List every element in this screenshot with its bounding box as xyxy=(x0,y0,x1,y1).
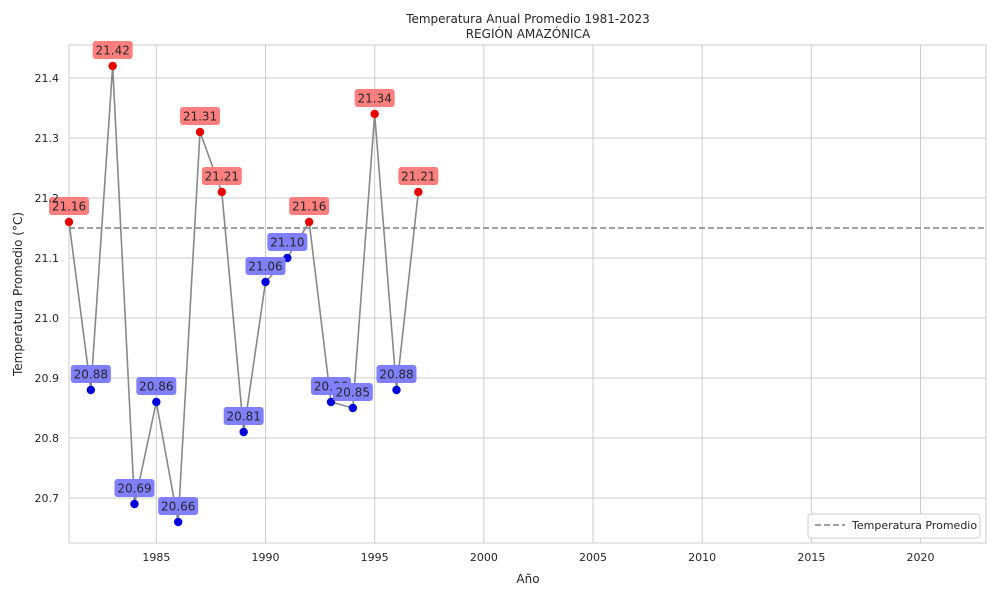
x-tick-label: 2005 xyxy=(579,551,607,564)
axis-ticks: 1985 1990 1995 2000 2005 2010 2015 2020 20.7 20.8… xyxy=(35,72,935,564)
x-tick-label: 2010 xyxy=(688,551,716,564)
x-tick-label: 1995 xyxy=(361,551,389,564)
chart-title: Temperatura Anual Promedio 1981-2023 xyxy=(405,12,650,26)
data-label: 20.88 xyxy=(74,368,108,382)
data-label: 21.21 xyxy=(401,170,435,184)
data-label: 21.06 xyxy=(248,260,282,274)
y-tick-label: 21.3 xyxy=(35,132,60,145)
x-axis-label: Año xyxy=(516,572,539,586)
x-tick-label: 1985 xyxy=(142,551,170,564)
data-point xyxy=(261,277,270,287)
legend-box xyxy=(807,513,981,539)
y-tick-label: 21.4 xyxy=(35,72,60,85)
data-label-box xyxy=(223,407,264,425)
data-label-box xyxy=(332,383,373,401)
data-label-box xyxy=(398,167,439,185)
data-label: 21.10 xyxy=(270,236,304,250)
data-label-box xyxy=(92,41,133,59)
data-point xyxy=(414,187,423,197)
plot-frame xyxy=(68,44,987,544)
data-point xyxy=(370,109,379,119)
data-label: 20.69 xyxy=(117,482,151,496)
data-label: 21.31 xyxy=(183,110,217,124)
data-label-box xyxy=(70,365,111,383)
y-tick-label: 21.2 xyxy=(35,192,60,205)
data-point xyxy=(392,385,401,395)
data-point xyxy=(130,499,139,509)
data-label: 20.86 xyxy=(139,380,173,394)
data-label-box xyxy=(245,257,286,275)
data-label-box xyxy=(136,377,177,395)
data-label: 20.81 xyxy=(226,410,260,424)
data-label-box xyxy=(289,197,330,215)
series-line-group xyxy=(68,65,420,523)
data-points xyxy=(64,61,423,527)
legend: Temperatura Promedio xyxy=(807,513,981,539)
y-tick-label: 21.0 xyxy=(35,312,60,325)
data-labels: 21.16 20.88 21.42 20.69 20.86 20.66 21.31 21.21… xyxy=(49,41,439,515)
data-label-box xyxy=(354,89,395,107)
chart-subtitle: REGIÓN AMAZÓNICA xyxy=(466,26,591,41)
data-label: 21.16 xyxy=(52,200,86,214)
series-line xyxy=(68,65,420,523)
data-label: 20.66 xyxy=(161,500,195,514)
legend-label-reference: Temperatura Promedio xyxy=(851,519,977,532)
data-point xyxy=(326,397,336,407)
x-tick-label: 2020 xyxy=(907,551,935,564)
data-label-box xyxy=(376,365,417,383)
data-label: 20.85 xyxy=(336,386,370,400)
grid xyxy=(69,45,986,543)
data-point xyxy=(152,397,161,407)
data-label-box xyxy=(201,167,242,185)
x-tick-label: 2000 xyxy=(470,551,498,564)
y-axis-label: Temperatura Promedio (°C) xyxy=(11,212,25,377)
data-label: 21.34 xyxy=(357,92,391,106)
data-label-box xyxy=(180,107,220,125)
data-point xyxy=(195,127,205,137)
data-point xyxy=(239,427,248,437)
data-point xyxy=(108,61,117,71)
x-tick-label: 2015 xyxy=(797,551,825,564)
data-point xyxy=(304,217,314,227)
y-tick-label: 20.7 xyxy=(35,492,60,505)
data-point xyxy=(173,517,183,527)
x-tick-label: 1990 xyxy=(252,551,280,564)
data-label: 21.21 xyxy=(205,170,239,184)
data-point xyxy=(348,403,358,413)
data-label-box xyxy=(49,197,89,215)
data-point xyxy=(217,187,227,197)
y-tick-label: 20.8 xyxy=(35,432,60,445)
data-label-box xyxy=(114,479,155,497)
y-tick-label: 20.9 xyxy=(35,372,60,385)
data-label: 21.16 xyxy=(292,200,326,214)
data-point xyxy=(64,217,74,227)
data-label: 20.88 xyxy=(379,368,413,382)
data-label-box xyxy=(158,497,199,515)
y-tick-label: 21.1 xyxy=(35,252,60,265)
data-label-box xyxy=(267,233,308,251)
data-point xyxy=(86,385,96,395)
data-label: 21.42 xyxy=(95,44,129,58)
